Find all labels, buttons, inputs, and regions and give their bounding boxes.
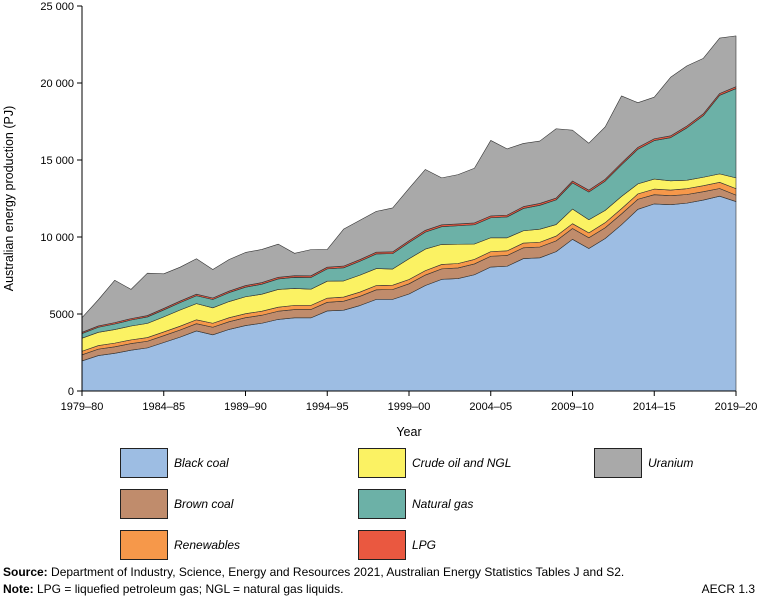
source-label: Source:: [3, 565, 48, 579]
legend-label: Brown coal: [174, 497, 234, 511]
legend-swatch: [120, 489, 168, 519]
legend-label: LPG: [412, 538, 437, 552]
area-uranium: [81, 35, 737, 333]
legend-swatch: [120, 530, 168, 560]
legend-item-crude-oil-and-ngl: Crude oil and NGL: [358, 448, 511, 478]
legend-item-renewables: Renewables: [120, 530, 240, 560]
legend-item-brown-coal: Brown coal: [120, 489, 233, 519]
stacked-areas: [81, 35, 737, 392]
x-tick-label: 2014–15: [633, 401, 676, 413]
x-tick-label: 2004–05: [469, 401, 512, 413]
legend-swatch: [358, 448, 406, 478]
legend-label: Uranium: [648, 456, 694, 470]
y-tick-label: 0: [68, 386, 74, 398]
y-axis-title: Australian energy production (PJ): [2, 106, 16, 292]
y-tick-label: 20 000: [40, 78, 74, 90]
legend-item-natural-gas: Natural gas: [358, 489, 473, 519]
x-axis-title: Year: [396, 425, 421, 439]
legend-item-lpg: LPG: [358, 530, 436, 560]
legend-swatch: [358, 489, 406, 519]
x-tick-label: 2009–10: [551, 401, 594, 413]
x-tick-label: 1979–80: [61, 401, 104, 413]
x-tick-label: 1989–90: [224, 401, 267, 413]
y-tick-label: 10 000: [40, 232, 74, 244]
y-tick-label: 15 000: [40, 155, 74, 167]
legend-swatch: [594, 448, 642, 478]
legend-label: Crude oil and NGL: [412, 456, 512, 470]
chart-axes: [77, 5, 737, 396]
legend-item-uranium: Uranium: [594, 448, 693, 478]
x-tick-label: 1984–85: [142, 401, 185, 413]
y-tick-label: 25 000: [40, 1, 74, 13]
legend-label: Black coal: [174, 456, 229, 470]
x-tick-label: 2019–20: [715, 401, 758, 413]
note-text: LPG = liquefied petroleum gas; NGL = nat…: [33, 582, 344, 596]
abbreviation-note: Note: LPG = liquefied petroleum gas; NGL…: [3, 582, 343, 596]
legend-item-black-coal: Black coal: [120, 448, 229, 478]
energy-production-chart: 0 5000 10 000 15 000 20 000 25 000 1979–80 1984…: [2, 1, 757, 439]
figure-id: AECR 1.3: [701, 582, 755, 596]
source-note: Source: Department of Industry, Science,…: [3, 565, 624, 579]
x-tick-label: 1994–95: [306, 401, 349, 413]
legend-label: Renewables: [174, 538, 241, 552]
legend-swatch: [120, 448, 168, 478]
y-tick-label: 5000: [50, 309, 74, 321]
x-tick-label: 1999–00: [388, 401, 431, 413]
legend-label: Natural gas: [412, 497, 474, 511]
note-label: Note:: [3, 582, 34, 596]
source-text: Department of Industry, Science, Energy …: [47, 565, 625, 579]
chart-legend: Black coal Brown coal Renewables Crude oil …: [120, 440, 740, 560]
tick-labels: 0 5000 10 000 15 000 20 000 25 000 1979–80 1984…: [40, 1, 757, 413]
legend-swatch: [358, 530, 406, 560]
